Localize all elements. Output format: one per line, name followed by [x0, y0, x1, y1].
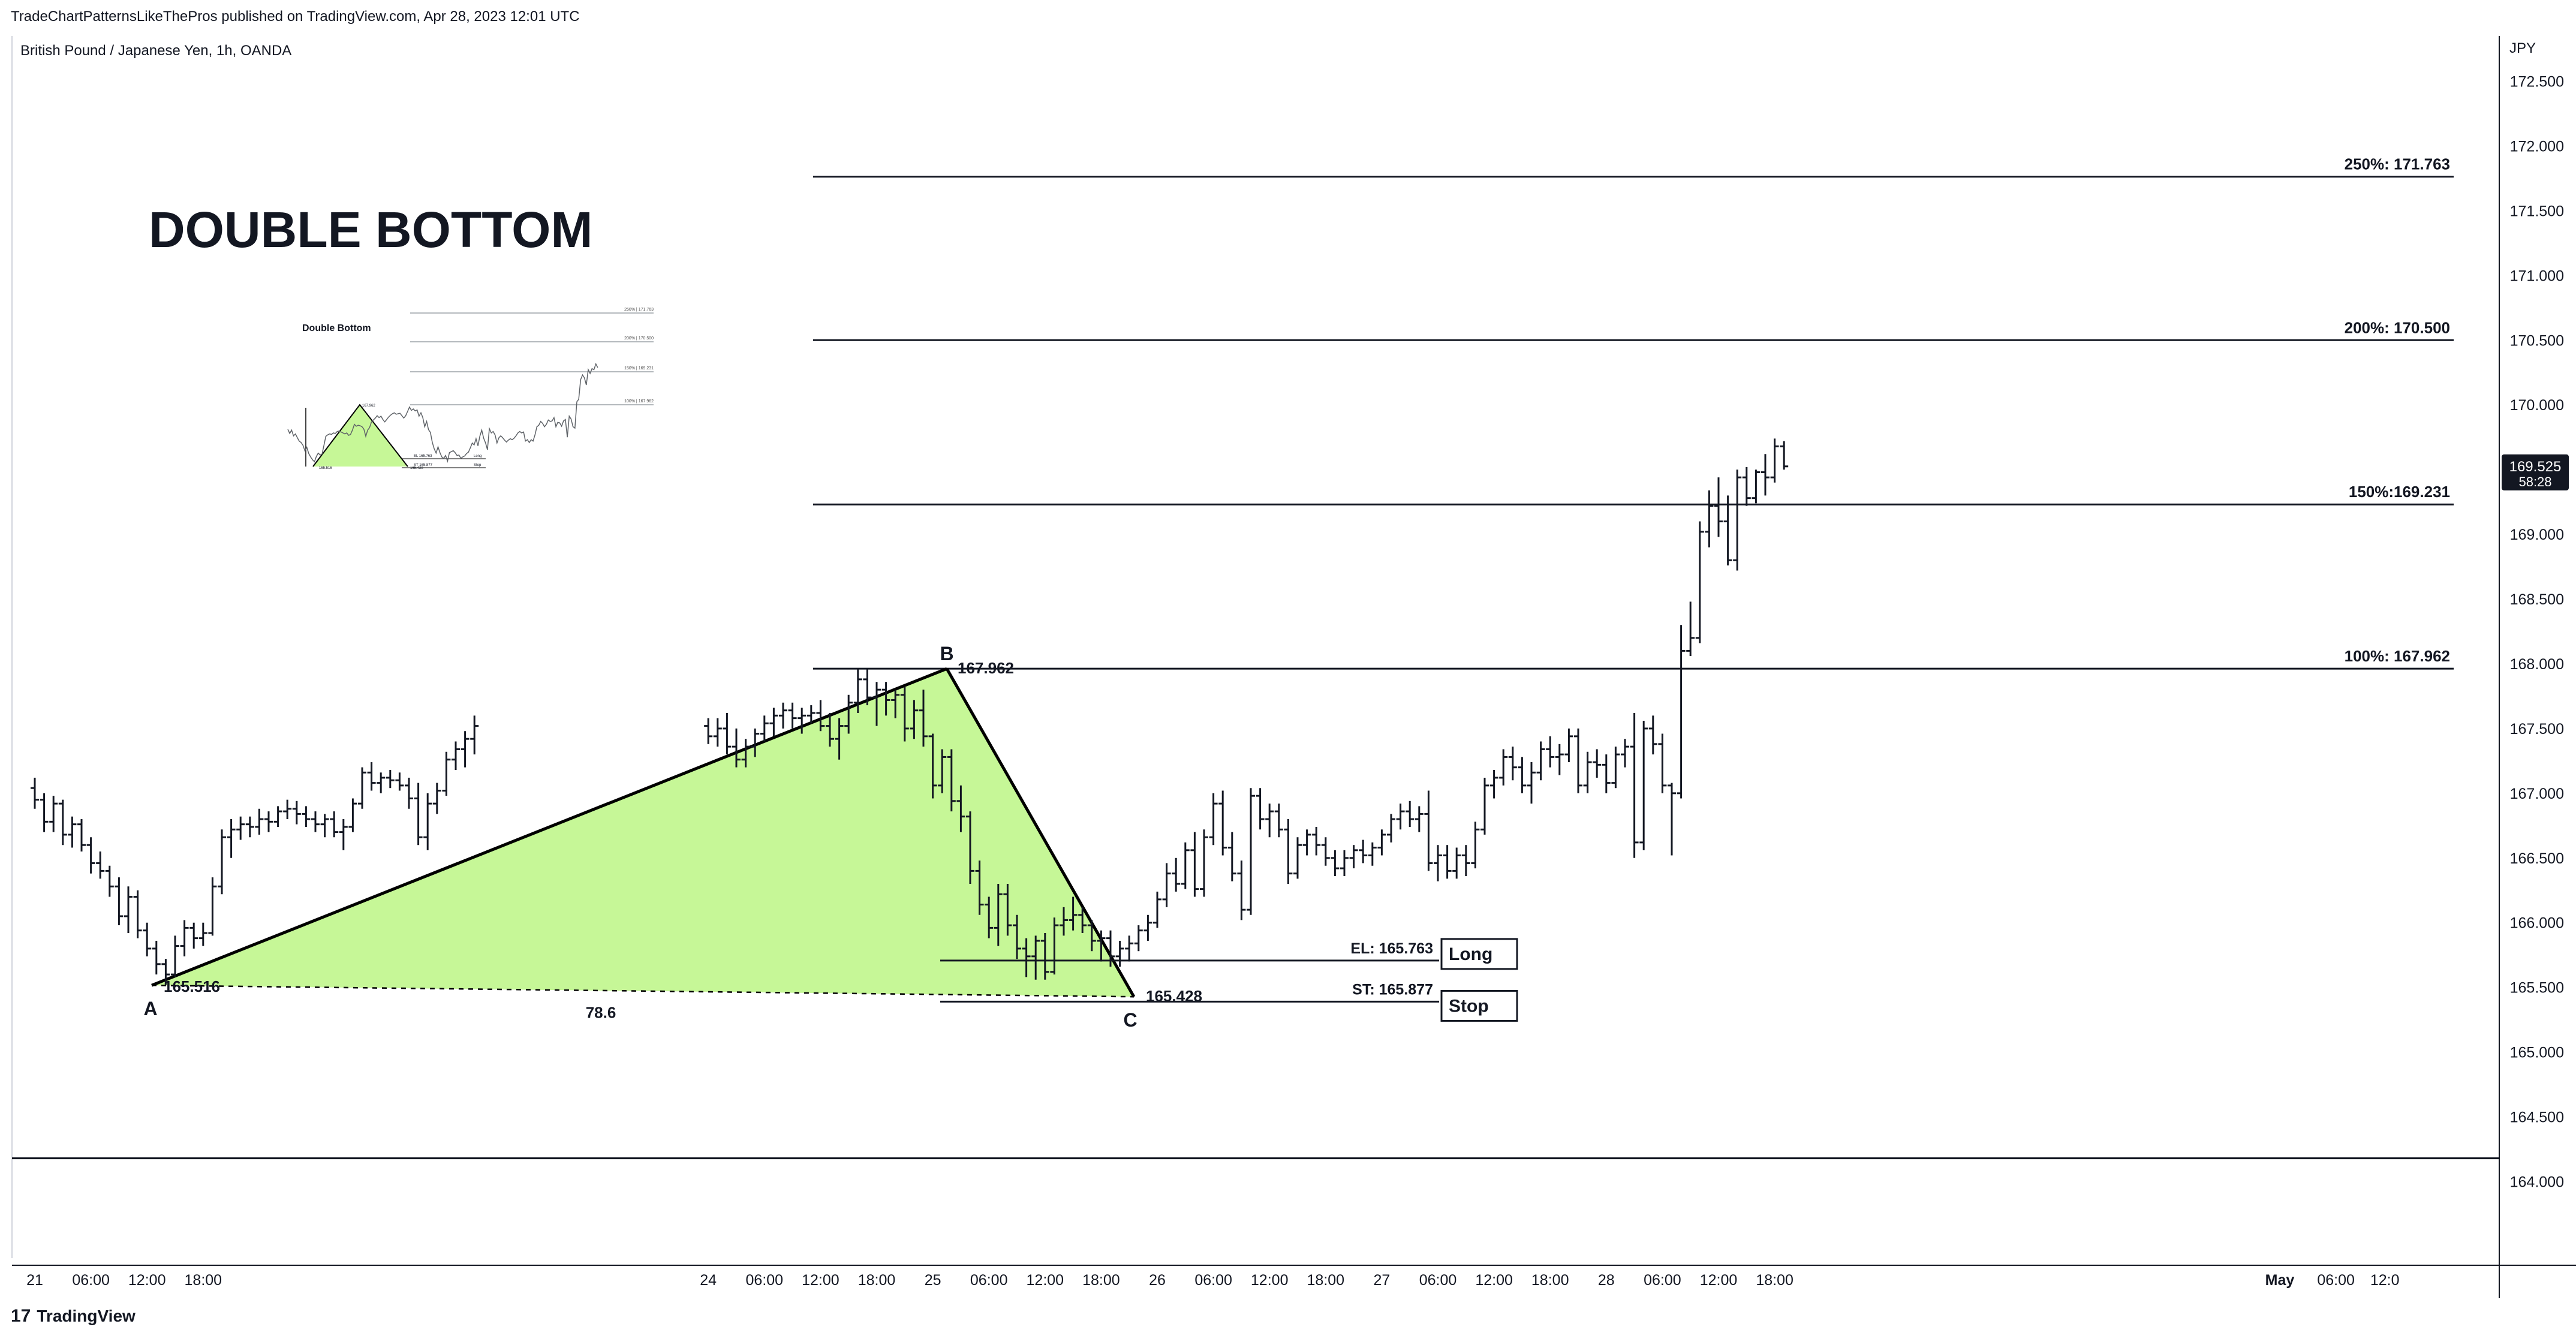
point-a-label: A	[143, 998, 157, 1019]
point-a-value: 165.516	[164, 977, 220, 995]
y-tick-label: 166.000	[2510, 915, 2564, 932]
bar-countdown: 58:28	[2518, 474, 2551, 489]
x-tick-label: 06:00	[1419, 1272, 1457, 1289]
x-tick-label: 27	[1373, 1272, 1390, 1289]
x-tick-label: 18:00	[1531, 1272, 1569, 1289]
y-tick-label: 171.500	[2510, 203, 2564, 219]
y-tick-label: 168.500	[2510, 591, 2564, 608]
y-tick-label: 165.500	[2510, 980, 2564, 997]
x-tick-label: 12:00	[1251, 1272, 1289, 1289]
thumbnail-price-path	[287, 362, 598, 464]
point-b-value: 167.962	[958, 659, 1014, 677]
last-price-value: 169.525	[2509, 459, 2562, 475]
thumbnail-fib-label: 200% | 170.500	[624, 336, 654, 341]
thumbnail-title: Double Bottom	[302, 323, 371, 333]
fib-level-label: 150%:169.231	[2349, 483, 2450, 501]
x-tick-label: 12:00	[128, 1272, 166, 1289]
x-tick-label: 12:00	[1700, 1272, 1738, 1289]
thumbnail-b-value: 167.962	[362, 404, 375, 408]
thumbnail-fib-label: 150% | 169.231	[624, 366, 654, 371]
long-button-label: Long	[1449, 944, 1492, 964]
point-b-label: B	[940, 643, 953, 664]
thumbnail-fib-label: 250% | 171.763	[624, 308, 654, 312]
fib-level-label: 250%: 171.763	[2345, 155, 2450, 173]
retrace-label: 78.6	[586, 1004, 616, 1022]
thumbnail-c-value: 165.428	[410, 467, 423, 470]
y-tick-label: 172.000	[2510, 138, 2564, 155]
entry-label: EL: 165.763	[1350, 940, 1433, 957]
y-tick-label: 170.500	[2510, 332, 2564, 349]
brand-name: TradingView	[37, 1307, 136, 1325]
x-tick-label: 06:00	[970, 1272, 1008, 1289]
stop-button[interactable]	[1440, 989, 1518, 1022]
x-tick-label: 06:00	[2317, 1272, 2355, 1289]
last-price-badge[interactable]	[2502, 454, 2569, 491]
x-tick-label: 12:0	[2370, 1272, 2400, 1289]
stop-button-label: Stop	[1449, 996, 1489, 1016]
thumbnail-stop-label: ST 165.877	[414, 464, 433, 467]
y-tick-label: 167.000	[2510, 786, 2564, 802]
y-tick-label: 169.000	[2510, 526, 2564, 543]
thumbnail-pattern-fill	[313, 405, 408, 467]
annotation-title: DOUBLE BOTTOM	[149, 201, 592, 258]
y-tick-label: 165.000	[2510, 1045, 2564, 1061]
x-tick-label: 06:00	[1194, 1272, 1232, 1289]
tradingview-logo-icon: 17	[11, 1306, 31, 1326]
x-tick-label: 18:00	[1307, 1272, 1345, 1289]
x-tick-label: 18:00	[1756, 1272, 1793, 1289]
point-c-label: C	[1123, 1009, 1137, 1031]
thumbnail-long-label: Long	[474, 455, 482, 458]
stop-label: ST: 165.877	[1352, 981, 1433, 998]
y-tick-label: 171.000	[2510, 267, 2564, 284]
thumbnail-stop-button-label: Stop	[474, 464, 482, 467]
x-tick-label: 26	[1149, 1272, 1166, 1289]
y-tick-label: 164.000	[2510, 1173, 2564, 1190]
y-tick-label: 168.000	[2510, 656, 2564, 673]
x-tick-label: 06:00	[72, 1272, 110, 1289]
x-tick-label: 24	[700, 1272, 717, 1289]
x-tick-label: 12:00	[1027, 1272, 1064, 1289]
pattern-leg-ab[interactable]	[151, 667, 947, 987]
pattern-fill[interactable]	[152, 669, 1134, 997]
x-tick-label: 18:00	[185, 1272, 222, 1289]
x-tick-label: 28	[1598, 1272, 1615, 1289]
long-button[interactable]	[1440, 938, 1518, 970]
y-tick-label: 172.500	[2510, 74, 2564, 91]
pattern-leg-bc[interactable]	[945, 667, 1136, 998]
y-tick-label: 167.500	[2510, 721, 2564, 738]
y-tick-label: 164.500	[2510, 1109, 2564, 1126]
x-tick-label: 21	[26, 1272, 43, 1289]
y-tick-label: 166.500	[2510, 850, 2564, 867]
x-tick-label: 12:00	[1475, 1272, 1513, 1289]
x-tick-label: 18:00	[1082, 1272, 1120, 1289]
fib-level-label: 100%: 167.962	[2345, 647, 2450, 665]
pattern-retrace-dashed[interactable]	[151, 984, 1134, 998]
x-tick-label: 06:00	[746, 1272, 784, 1289]
x-tick-label: 18:00	[858, 1272, 896, 1289]
x-tick-label: 25	[925, 1272, 941, 1289]
thumbnail-entry-label: EL 165.763	[414, 455, 432, 458]
thumbnail-pattern-legs	[312, 404, 408, 467]
thumbnail-fib-label: 100% | 167.962	[624, 399, 654, 404]
x-tick-label: 12:00	[802, 1272, 839, 1289]
y-tick-label: 170.000	[2510, 397, 2564, 414]
x-tick-label: May	[2265, 1272, 2295, 1289]
fib-level-label: 200%: 170.500	[2345, 318, 2450, 336]
publish-attribution: TradeChartPatternsLikeThePros published …	[11, 8, 580, 25]
thumbnail-a-value: 165.516	[319, 467, 332, 470]
x-tick-label: 06:00	[1644, 1272, 1681, 1289]
symbol-title: British Pound / Japanese Yen, 1h, OANDA	[20, 43, 291, 59]
currency-label: JPY	[2509, 40, 2536, 56]
tradingview-brand[interactable]: 17 TradingView	[11, 1306, 136, 1326]
